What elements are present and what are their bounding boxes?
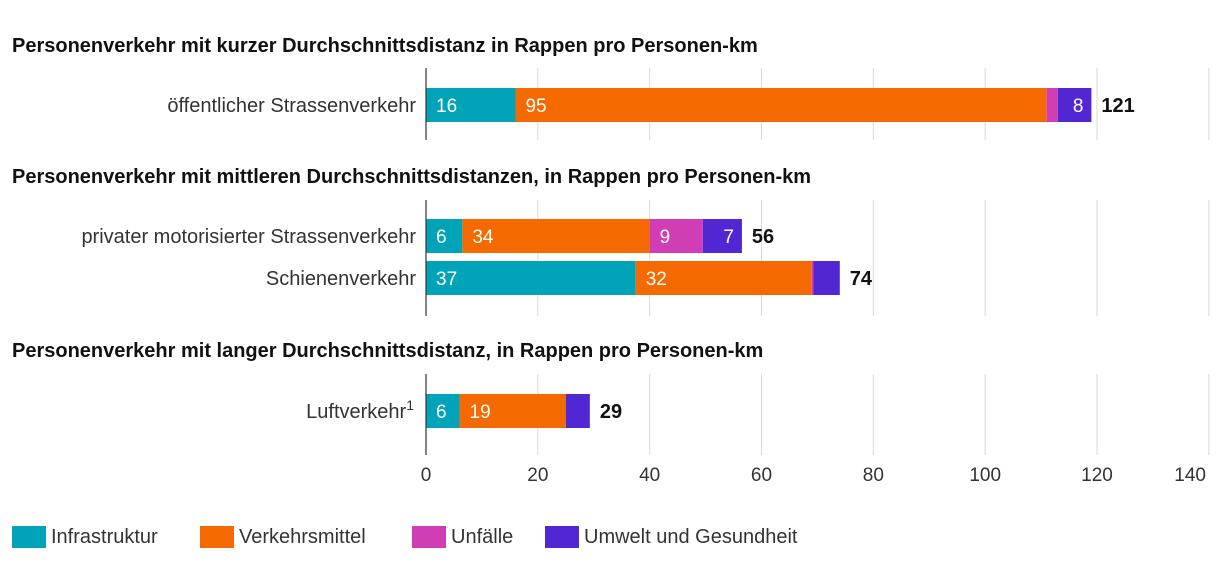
category-label: öffentlicher Strassenverkehr (167, 95, 416, 117)
legend-swatch (12, 526, 46, 548)
segment-value-label: 32 (646, 269, 667, 290)
total-value-label: 121 (1101, 95, 1134, 117)
segment-value-label: 19 (470, 402, 491, 423)
section-title-1: Personenverkehr mit kurzer Durchschnitts… (12, 35, 758, 57)
bar-segment-umwelt-und-gesundheit (813, 261, 840, 295)
segment-value-label: 9 (660, 227, 671, 248)
category-label-text: privater motorisierter Strassenverkehr (81, 226, 416, 248)
bar-segment-infrastruktur (426, 261, 636, 295)
total-value-label: 56 (752, 226, 774, 248)
bar-segment-infrastruktur (426, 88, 516, 122)
bar-segment-umwelt-und-gesundheit (1057, 88, 1092, 122)
bar-segment-unf-lle (649, 219, 703, 253)
x-tick-label: 80 (863, 465, 884, 486)
bar-segment-unf-lle (811, 261, 814, 295)
category-label: Luftverkehr1 (306, 397, 414, 423)
segment-value-label: 7 (723, 227, 734, 248)
x-tick-label: 100 (969, 465, 1001, 486)
legend-label: Infrastruktur (51, 526, 158, 548)
segment-value-label: 37 (436, 269, 457, 290)
bar-segment-umwelt-und-gesundheit (565, 394, 590, 428)
bar-segment-verkehrsmittel (515, 88, 1047, 122)
legend-swatch (545, 526, 579, 548)
legend-swatch (200, 526, 234, 548)
category-label: privater motorisierter Strassenverkehr (81, 226, 416, 248)
section-title-3: Personenverkehr mit langer Durchschnitts… (12, 340, 763, 362)
segment-value-label: 6 (436, 227, 447, 248)
x-tick-label: 60 (751, 465, 772, 486)
category-label: Schienenverkehr (266, 268, 416, 290)
bar-segment-infrastruktur (426, 219, 463, 253)
bar-segment-verkehrsmittel (459, 394, 566, 428)
x-tick-label: 140 (1174, 465, 1206, 486)
segment-value-label: 95 (525, 96, 546, 117)
legend-label: Unfälle (451, 526, 513, 548)
bar-segment-verkehrsmittel (635, 261, 812, 295)
category-label-text: öffentlicher Strassenverkehr (167, 95, 416, 117)
category-label-text: Schienenverkehr (266, 268, 416, 290)
bar-segment-verkehrsmittel (462, 219, 650, 253)
segment-value-label: 34 (472, 227, 494, 248)
bar-segment-unf-lle (1046, 88, 1058, 122)
footnote-superscript: 1 (406, 397, 414, 413)
legend-swatch (412, 526, 446, 548)
legend-label: Verkehrsmittel (239, 526, 366, 548)
total-value-label: 74 (850, 268, 873, 290)
section-title-2: Personenverkehr mit mittleren Durchschni… (12, 166, 811, 188)
bar-segment-umwelt-und-gesundheit (702, 219, 742, 253)
category-label-text: Luftverkehr (306, 401, 406, 423)
x-tick-label: 40 (639, 465, 660, 486)
segment-value-label: 6 (436, 402, 447, 423)
segment-value-label: 16 (436, 96, 457, 117)
legend-label: Umwelt und Gesundheit (584, 526, 798, 548)
total-value-label: 29 (600, 401, 622, 423)
x-tick-label: 20 (527, 465, 548, 486)
x-tick-label: 0 (421, 465, 432, 486)
bar-segment-infrastruktur (426, 394, 460, 428)
x-tick-label: 120 (1081, 465, 1113, 486)
segment-value-label: 8 (1073, 96, 1084, 117)
